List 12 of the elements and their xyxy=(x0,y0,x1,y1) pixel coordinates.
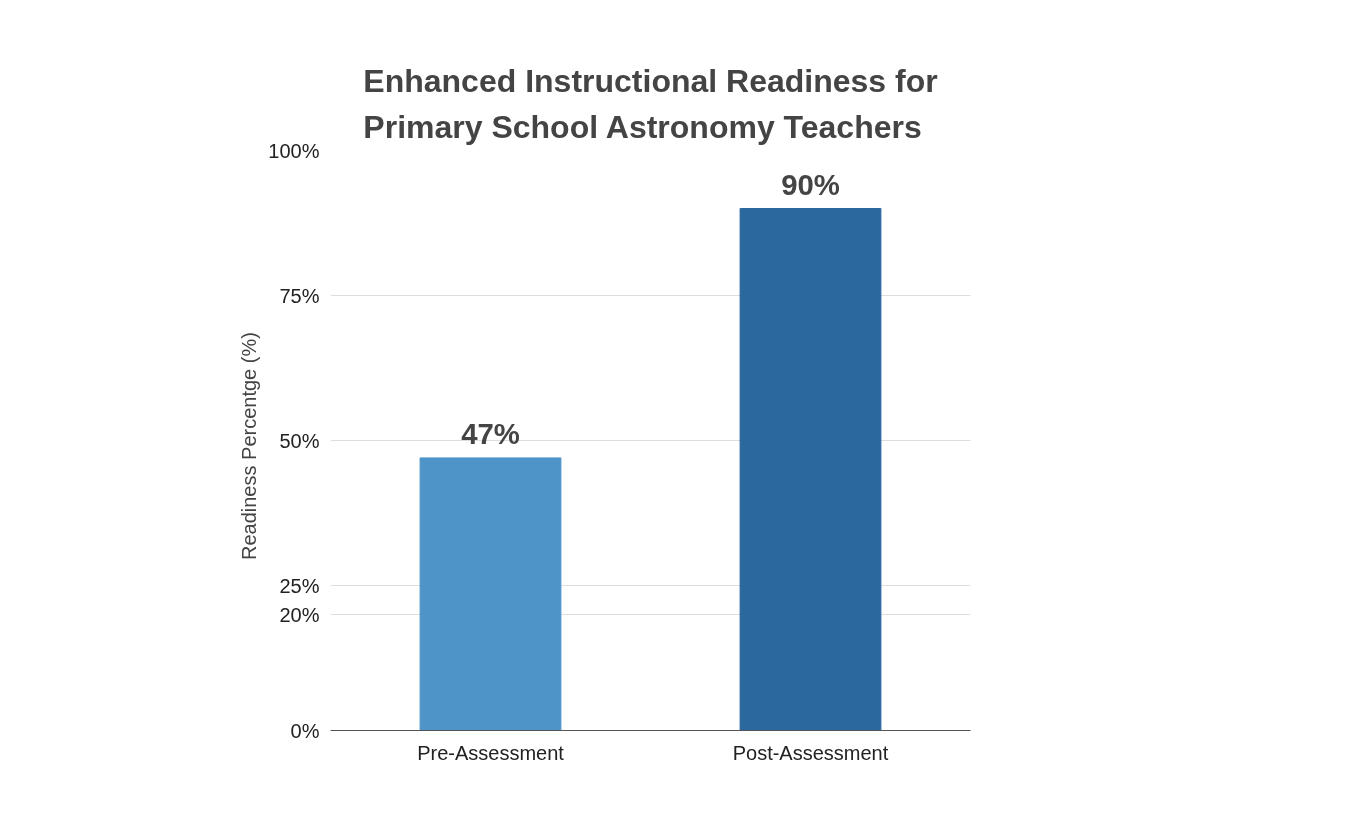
x-tick-label: Pre-Assessment xyxy=(417,741,565,764)
x-tick-label: Post-Assessment xyxy=(732,741,889,764)
y-tick-label: 75% xyxy=(279,284,320,307)
y-tick-label: 0% xyxy=(290,719,320,742)
y-tick-label: 20% xyxy=(279,603,320,626)
data-label: 90% xyxy=(781,167,840,201)
y-tick-label: 100% xyxy=(268,139,320,162)
y-axis-title: Readiness Percentge (%) xyxy=(238,332,261,560)
y-tick-label: 50% xyxy=(279,429,320,452)
y-tick-label: 25% xyxy=(279,574,320,597)
chart-title: Enhanced Instructional Readiness for Primary School Astronomy Teachers xyxy=(363,62,938,146)
data-label: 47% xyxy=(461,416,520,450)
